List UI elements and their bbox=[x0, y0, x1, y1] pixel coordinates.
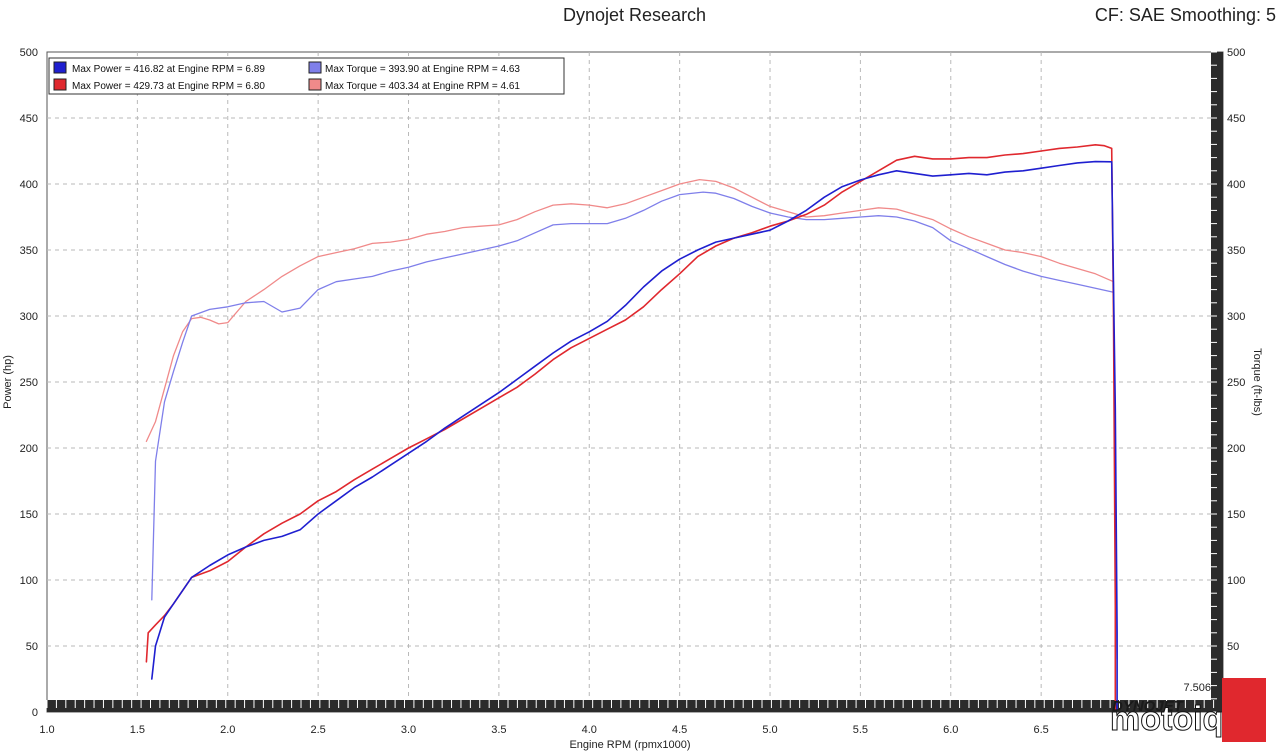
x-tick-label: 1.0 bbox=[39, 724, 54, 736]
y2-tick-label: 450 bbox=[1227, 113, 1245, 125]
series-torque-run2 bbox=[145, 178, 1118, 660]
legend-swatch-torque-run1 bbox=[308, 61, 322, 74]
y-axis-title: Power (hp) bbox=[2, 355, 14, 409]
y-tick-label: 250 bbox=[20, 377, 38, 389]
y-tick-label: 150 bbox=[20, 509, 38, 521]
y2-tick-label: 200 bbox=[1227, 443, 1245, 455]
y-tick-label: 100 bbox=[20, 575, 38, 587]
legend-swatch-power-run1 bbox=[53, 61, 67, 74]
legend-label-torque-run2: Max Torque = 403.34 at Engine RPM = 4.61 bbox=[325, 81, 520, 92]
legend-label-power-run1: Max Power = 416.82 at Engine RPM = 6.89 bbox=[72, 64, 265, 75]
motoiq-watermark-text: motoiq bbox=[1110, 700, 1223, 738]
y2-tick-label: 300 bbox=[1227, 311, 1245, 323]
x-tick-label: 6.0 bbox=[943, 724, 958, 736]
y2-tick-label: 350 bbox=[1227, 245, 1245, 257]
x-axis-bar bbox=[47, 700, 1223, 712]
correction-factor-label: CF: SAE Smoothing: 5 bbox=[1094, 5, 1276, 25]
y2-tick-label: 100 bbox=[1227, 575, 1245, 587]
x-tick-label: 2.5 bbox=[310, 724, 325, 736]
tick-labels: 1.0 1.5 2.0 2.5 3.0 3.5 4.0 4.5 5.0 5.5 6.0 6.5 0 50 1… bbox=[20, 47, 1246, 736]
y-tick-label: 50 bbox=[26, 641, 38, 653]
series-power-run1 bbox=[151, 160, 1118, 711]
y-tick-label: 500 bbox=[20, 47, 38, 59]
legend-swatch-power-run2 bbox=[53, 78, 67, 91]
series-torque-run1 bbox=[151, 191, 1118, 660]
series-lines bbox=[145, 144, 1118, 711]
legend-label-power-run2: Max Power = 429.73 at Engine RPM = 6.80 bbox=[72, 81, 265, 92]
y-tick-label: 200 bbox=[20, 443, 38, 455]
x-max-readout: 7.506 bbox=[1183, 682, 1211, 694]
y2-tick-label: 500 bbox=[1227, 47, 1245, 59]
x-tick-label: 3.0 bbox=[401, 724, 416, 736]
grid bbox=[47, 52, 1223, 712]
y-tick-label: 0 bbox=[32, 707, 38, 719]
y2-tick-label: 50 bbox=[1227, 641, 1239, 653]
x-tick-label: 1.5 bbox=[130, 724, 145, 736]
y-tick-label: 450 bbox=[20, 113, 38, 125]
x-tick-label: 4.5 bbox=[672, 724, 687, 736]
y2-tick-label: 250 bbox=[1227, 377, 1245, 389]
chart-title: Dynojet Research bbox=[563, 5, 707, 25]
legend-swatch-torque-run2 bbox=[308, 78, 322, 91]
legend-box bbox=[48, 57, 565, 95]
legend-label-torque-run1: Max Torque = 393.90 at Engine RPM = 4.63 bbox=[325, 64, 520, 75]
y-tick-label: 300 bbox=[20, 311, 38, 323]
y-tick-label: 350 bbox=[20, 245, 38, 257]
x-tick-label: 5.0 bbox=[762, 724, 777, 736]
series-power-run2 bbox=[145, 144, 1117, 711]
dynojet-logo: DYNOJET bbox=[1112, 698, 1185, 715]
x-tick-label: 5.5 bbox=[853, 724, 868, 736]
y2-axis-title: Torque (ft-lbs) bbox=[1251, 348, 1263, 416]
legend: Max Power = 416.82 at Engine RPM = 6.89 … bbox=[48, 57, 565, 95]
y2-tick-label: 400 bbox=[1227, 179, 1245, 191]
x-tick-label: 6.5 bbox=[1034, 724, 1049, 736]
x-tick-label: 4.0 bbox=[582, 724, 597, 736]
y2-tick-label: 150 bbox=[1227, 509, 1245, 521]
x-tick-label: 2.0 bbox=[220, 724, 235, 736]
motoiq-iq-box bbox=[1222, 678, 1266, 742]
x-tick-label: 3.5 bbox=[491, 724, 506, 736]
motoiq-watermark: motoiq bbox=[1110, 678, 1266, 742]
dynojet-logo-text: DYNOJET bbox=[1112, 698, 1185, 715]
x-axis-title: Engine RPM (rpmx1000) bbox=[569, 739, 690, 751]
x-axis-band bbox=[46, 51, 1224, 713]
y-tick-label: 400 bbox=[20, 179, 38, 191]
